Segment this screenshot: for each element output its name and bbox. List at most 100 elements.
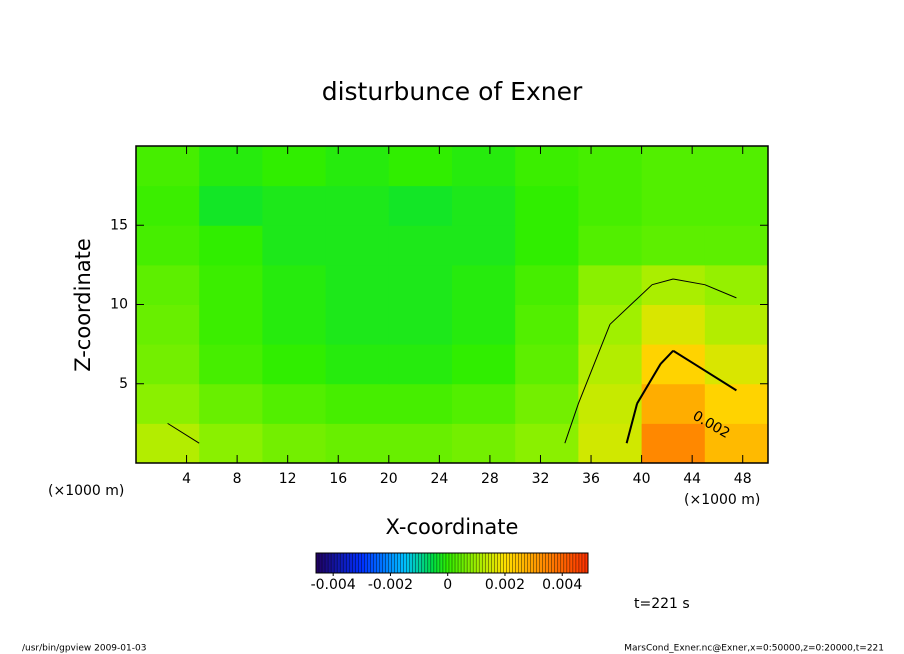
colorbar-swatch xyxy=(521,553,525,573)
cell xyxy=(136,383,200,424)
cell xyxy=(578,146,643,187)
cell xyxy=(515,225,579,266)
colorbar-swatch xyxy=(418,553,423,573)
colorbar-swatch xyxy=(566,553,571,573)
colorbar-swatch xyxy=(452,553,456,573)
cell xyxy=(199,383,263,424)
y-tick-label: 10 xyxy=(110,297,128,313)
colorbar-swatch xyxy=(533,553,537,573)
cell xyxy=(388,423,453,463)
colorbar-swatch xyxy=(548,553,553,573)
colorbar-swatch xyxy=(455,553,459,573)
colorbar-swatch xyxy=(542,553,546,573)
y-tick-label: 5 xyxy=(119,376,128,392)
colorbar-tick-label: 0 xyxy=(443,577,452,593)
cell xyxy=(578,225,643,266)
cell xyxy=(704,344,768,385)
cell xyxy=(325,383,390,424)
colorbar-swatch xyxy=(388,553,392,573)
colorbar-swatch xyxy=(524,553,528,573)
cell xyxy=(325,344,390,385)
x-tick-label: 48 xyxy=(734,471,752,487)
x-tick-label: 4 xyxy=(182,471,191,487)
cell xyxy=(136,344,200,385)
cell xyxy=(262,383,327,424)
cell xyxy=(515,146,579,187)
x-tick-label: 32 xyxy=(532,471,550,487)
cell xyxy=(578,383,643,424)
colorbar-swatch xyxy=(458,553,462,573)
colorbar-swatch xyxy=(581,553,586,573)
footer: /usr/bin/gpview 2009-01-03 xyxy=(22,644,146,654)
colorbar-swatch xyxy=(503,553,507,573)
colorbar-swatch xyxy=(569,553,574,573)
colorbar-frame xyxy=(315,552,589,574)
colorbar-swatch xyxy=(430,553,435,573)
colorbar-swatch xyxy=(509,553,513,573)
colorbar-swatch xyxy=(379,553,383,573)
colorbar-swatch xyxy=(340,553,344,573)
cell xyxy=(136,304,200,345)
colorbar-swatch xyxy=(424,553,429,573)
colorbar-swatch xyxy=(439,553,444,573)
cell xyxy=(515,304,579,345)
cell xyxy=(325,225,390,266)
colorbar-swatch xyxy=(394,553,398,573)
x-tick-label: 40 xyxy=(633,471,651,487)
cell xyxy=(262,304,327,345)
cell xyxy=(515,423,579,463)
colorbar-swatch xyxy=(476,553,480,573)
cell xyxy=(452,225,516,266)
colorbar-swatch xyxy=(370,553,374,573)
cell xyxy=(578,344,643,385)
colorbar-swatch xyxy=(364,553,368,573)
cell xyxy=(325,264,390,305)
colorbar-swatch xyxy=(376,553,380,573)
cell xyxy=(641,185,706,226)
cell xyxy=(704,423,768,463)
colorbar-swatch xyxy=(482,553,486,573)
colorbar-swatch xyxy=(515,553,519,573)
cell xyxy=(136,264,200,305)
cell xyxy=(641,304,706,345)
footer: MarsCond_Exner.nc@Exner,x=0:50000,z=0:20… xyxy=(624,644,884,654)
cell xyxy=(515,264,579,305)
cell xyxy=(388,383,453,424)
x-tick-label: 44 xyxy=(683,471,701,487)
colorbar-swatch xyxy=(506,553,510,573)
y-tick-label: 15 xyxy=(110,217,128,233)
colorbar-swatch xyxy=(530,553,534,573)
colorbar-swatch xyxy=(575,553,580,573)
cell xyxy=(199,344,263,385)
x-tick-label: 8 xyxy=(233,471,242,487)
cell xyxy=(452,146,516,187)
cell xyxy=(136,225,200,266)
cell xyxy=(578,423,643,463)
colorbar-swatch xyxy=(391,553,395,573)
colorbar-swatch xyxy=(367,553,371,573)
cell xyxy=(452,304,516,345)
cell xyxy=(136,185,200,226)
cell xyxy=(262,423,327,463)
colorbar-tick-label: 0.002 xyxy=(485,577,525,593)
colorbar-swatch xyxy=(343,553,347,573)
colorbar-swatch xyxy=(551,553,556,573)
x-unit: (×1000 m) xyxy=(48,483,124,499)
colorbar-swatch xyxy=(584,553,589,573)
colorbar-swatch xyxy=(512,553,516,573)
colorbar-swatch xyxy=(563,553,568,573)
cell xyxy=(704,146,768,187)
cell xyxy=(641,146,706,187)
x-tick-label: 36 xyxy=(582,471,600,487)
colorbar-swatch xyxy=(358,553,362,573)
colorbar-swatch xyxy=(500,553,504,573)
colorbar-swatch xyxy=(445,553,450,573)
colorbar-swatch xyxy=(485,553,489,573)
colorbar-swatch xyxy=(349,553,353,573)
colorbar-swatch xyxy=(334,553,338,573)
colorbar-swatch xyxy=(415,553,420,573)
cell xyxy=(388,146,453,187)
cell xyxy=(199,225,263,266)
cell xyxy=(262,185,327,226)
